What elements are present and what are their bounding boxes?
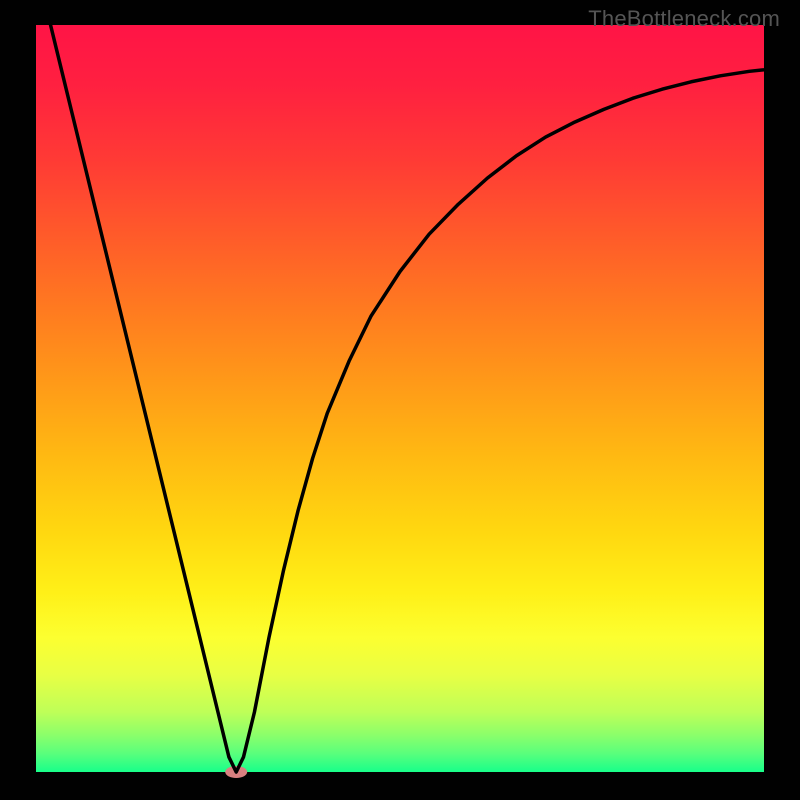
plot-area xyxy=(36,25,764,772)
chart-container: TheBottleneck.com xyxy=(0,0,800,800)
watermark-label: TheBottleneck.com xyxy=(588,6,780,32)
chart-svg xyxy=(0,0,800,800)
